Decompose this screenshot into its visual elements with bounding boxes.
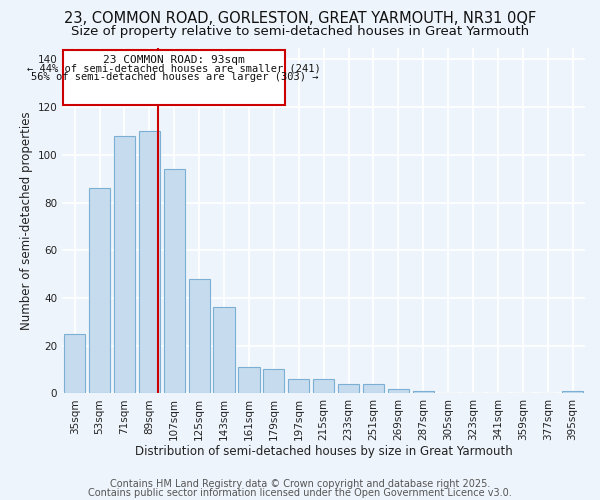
Bar <box>164 169 185 394</box>
Bar <box>263 370 284 394</box>
Bar <box>238 367 260 394</box>
Bar <box>64 334 85 394</box>
FancyBboxPatch shape <box>64 50 285 104</box>
Bar <box>188 279 210 394</box>
Bar <box>139 131 160 394</box>
Text: ← 44% of semi-detached houses are smaller (241): ← 44% of semi-detached houses are smalle… <box>28 64 321 74</box>
Bar <box>313 379 334 394</box>
Text: Contains HM Land Registry data © Crown copyright and database right 2025.: Contains HM Land Registry data © Crown c… <box>110 479 490 489</box>
Bar <box>388 388 409 394</box>
Y-axis label: Number of semi-detached properties: Number of semi-detached properties <box>20 111 34 330</box>
Text: 23 COMMON ROAD: 93sqm: 23 COMMON ROAD: 93sqm <box>103 55 245 65</box>
Text: 56% of semi-detached houses are larger (303) →: 56% of semi-detached houses are larger (… <box>31 72 318 82</box>
Text: Contains public sector information licensed under the Open Government Licence v3: Contains public sector information licen… <box>88 488 512 498</box>
X-axis label: Distribution of semi-detached houses by size in Great Yarmouth: Distribution of semi-detached houses by … <box>135 444 512 458</box>
Bar <box>288 379 310 394</box>
Bar <box>413 391 434 394</box>
Bar <box>562 391 583 394</box>
Text: 23, COMMON ROAD, GORLESTON, GREAT YARMOUTH, NR31 0QF: 23, COMMON ROAD, GORLESTON, GREAT YARMOU… <box>64 11 536 26</box>
Bar <box>214 308 235 394</box>
Bar <box>338 384 359 394</box>
Bar <box>89 188 110 394</box>
Text: Size of property relative to semi-detached houses in Great Yarmouth: Size of property relative to semi-detach… <box>71 25 529 38</box>
Bar <box>363 384 384 394</box>
Bar <box>114 136 135 394</box>
